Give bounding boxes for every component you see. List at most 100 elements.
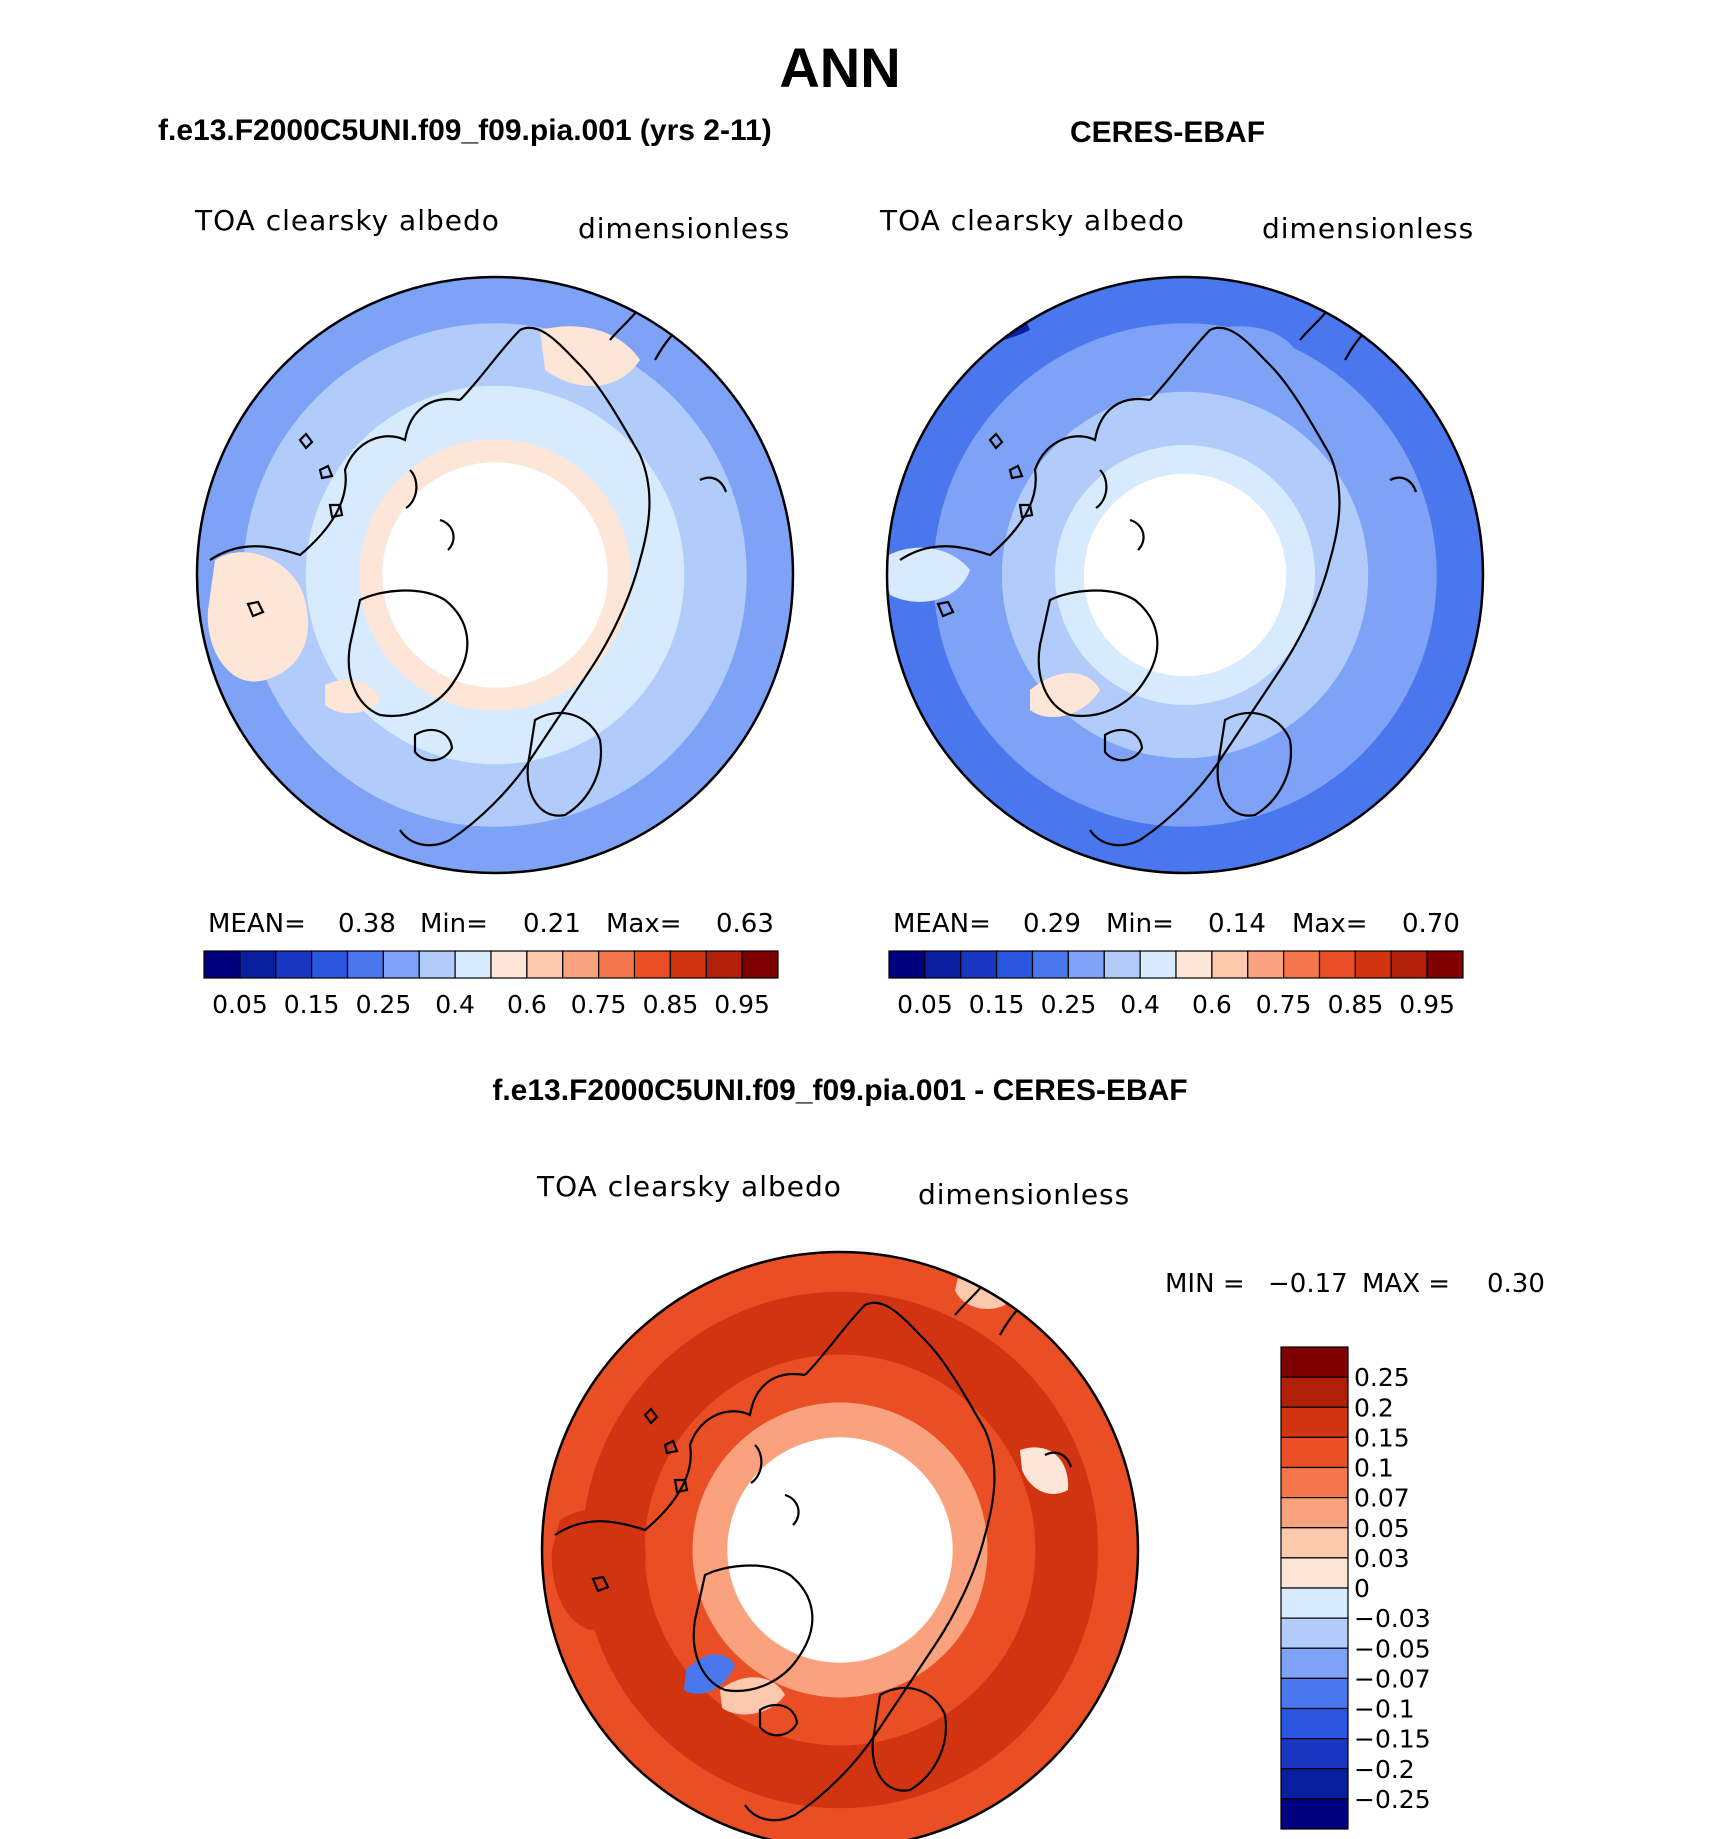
panel-model-map-border: [195, 275, 795, 875]
colorbar-swatch: [239, 950, 277, 979]
panel-obs: CERES-EBAF TOA clearsky albedo dimension…: [879, 116, 1485, 1019]
colorbar-tick-label: −0.05: [1354, 1634, 1431, 1663]
panel-model-variable: TOA clearsky albedo: [194, 204, 500, 237]
panel-model-anomalies: [207, 326, 640, 714]
colorbar-swatch: [275, 950, 313, 979]
colorbar-tick-label: 0.15: [284, 990, 340, 1019]
panel-obs-case-title: CERES-EBAF: [1070, 116, 1265, 149]
figure-title: ANN: [779, 36, 900, 99]
colorbar-tick-label: 0: [1354, 1574, 1370, 1603]
colorbar-swatch: [598, 950, 636, 979]
colorbar-tick-label: 0.95: [1399, 990, 1455, 1019]
colorbar-swatch: [1280, 1346, 1349, 1378]
colorbar-swatch: [1280, 1557, 1349, 1589]
colorbar-swatch: [1280, 1707, 1349, 1740]
north-america-light-patch: [887, 547, 970, 602]
colorbar-swatch: [1318, 950, 1356, 979]
panel-obs-min-label: Min=: [1106, 909, 1174, 939]
colorbar-swatch: [526, 950, 564, 979]
north-america-strong-patch: [551, 1509, 646, 1630]
colorbar-swatch: [1354, 950, 1392, 979]
colorbar-swatch: [490, 950, 528, 979]
colorbar-tick-label: 0.25: [356, 990, 412, 1019]
colorbar-tick-label: 0.07: [1354, 1484, 1410, 1513]
colorbar-tick-label: 0.4: [1120, 990, 1160, 1019]
colorbar-swatch: [924, 950, 962, 979]
panel-diff: f.e13.F2000C5UNI.f09_f09.pia.001 - CERES…: [492, 1074, 1545, 1839]
panel-diff-variable: TOA clearsky albedo: [536, 1170, 842, 1203]
colorbar-swatch: [1280, 1527, 1349, 1559]
panel-model-case-title: f.e13.F2000C5UNI.f09_f09.pia.001 (yrs 2-…: [158, 114, 772, 147]
panel-model-mean-label: MEAN=: [208, 909, 306, 939]
panel-diff-coastlines: [554, 1286, 1073, 1822]
colorbar-tick-label: −0.03: [1354, 1604, 1431, 1633]
colorbar-tick-label: 0.05: [212, 990, 268, 1019]
colorbar-swatch: [888, 950, 926, 979]
colorbar-tick-label: 0.05: [897, 990, 953, 1019]
colorbar-swatch: [960, 950, 998, 979]
colorbar-tick-label: −0.1: [1354, 1695, 1415, 1724]
panel-obs-max-value: 0.70: [1402, 909, 1460, 939]
colorbar-swatch: [562, 950, 600, 979]
panel-diff-min-value: −0.17: [1268, 1269, 1348, 1299]
colorbar-swatch: [741, 950, 779, 979]
colorbar-swatch: [1280, 1466, 1349, 1499]
contour-band-4: [727, 1437, 953, 1663]
panel-model-max-label: Max=: [606, 909, 682, 939]
colorbar-swatch: [1280, 1497, 1349, 1529]
panel-model-min-value: 0.21: [523, 909, 581, 939]
colorbar-swatch: [1280, 1617, 1349, 1649]
colorbar-swatch: [1283, 950, 1321, 979]
panel-diff-map-border: [540, 1250, 1140, 1839]
panel-obs-min-value: 0.14: [1208, 909, 1266, 939]
colorbar-tick-label: 0.6: [507, 990, 547, 1019]
colorbar-swatch: [1247, 950, 1285, 979]
colorbar-swatch: [1280, 1798, 1349, 1830]
colorbar-swatch: [1103, 950, 1141, 979]
colorbar-swatch: [1175, 950, 1213, 979]
panel-diff-units: dimensionless: [918, 1178, 1130, 1211]
colorbar-swatch: [418, 950, 456, 979]
panel-diff-stats: MIN = −0.17 MAX = 0.30: [1165, 1269, 1545, 1299]
colorbar-tick-label: −0.25: [1354, 1785, 1431, 1814]
panel-model-max-value: 0.63: [716, 909, 774, 939]
siberia-warm-patch: [540, 326, 640, 387]
panel-obs-rings: [887, 277, 1483, 873]
colorbar-tick-label: 0.6: [1192, 990, 1232, 1019]
colorbar-swatch: [346, 950, 384, 979]
panel-diff-max-label: MAX =: [1362, 1269, 1450, 1299]
colorbar-tick-label: 0.15: [969, 990, 1025, 1019]
panel-model-mean-value: 0.38: [338, 909, 396, 939]
contour-band-4: [1083, 473, 1287, 677]
panel-model-rings: [197, 277, 793, 873]
panel-diff-max-value: 0.30: [1487, 1269, 1545, 1299]
panel-obs-units: dimensionless: [1262, 212, 1474, 245]
contour-band-4: [382, 462, 608, 688]
colorbar-swatch: [1426, 950, 1464, 979]
colorbar-swatch: [669, 950, 707, 979]
colorbar-swatch: [1280, 1768, 1349, 1800]
panel-obs-stats: MEAN= 0.29 Min= 0.14 Max= 0.70: [893, 909, 1460, 939]
colorbar-swatch: [1280, 1587, 1349, 1619]
colorbar-swatch: [1211, 950, 1249, 979]
panel-obs-map-border: [885, 275, 1485, 875]
colorbar-swatch: [1280, 1677, 1349, 1710]
colorbar-swatch: [1139, 950, 1177, 979]
colorbar-tick-label: 0.4: [435, 990, 475, 1019]
panel-obs-colorbar: 0.05 0.15 0.25 0.4 0.6 0.75 0.85 0.95: [888, 950, 1464, 1019]
colorbar-tick-label: 0.03: [1354, 1544, 1410, 1573]
north-america-warm-patch: [207, 552, 309, 682]
colorbar-tick-label: 0.95: [714, 990, 770, 1019]
colorbar-swatch: [1390, 950, 1428, 979]
colorbar-tick-label: −0.15: [1354, 1725, 1431, 1754]
colorbar-swatch: [1067, 950, 1105, 979]
panel-obs-max-label: Max=: [1292, 909, 1368, 939]
colorbar-tick-label: 0.25: [1354, 1363, 1410, 1392]
colorbar-tick-label: 0.25: [1041, 990, 1097, 1019]
colorbar-tick-label: 0.75: [571, 990, 627, 1019]
panel-model-min-label: Min=: [420, 909, 488, 939]
panel-diff-min-label: MIN =: [1165, 1269, 1245, 1299]
colorbar-swatch: [454, 950, 492, 979]
colorbar-tick-label: 0.2: [1354, 1393, 1394, 1422]
colorbar-swatch: [996, 950, 1034, 979]
